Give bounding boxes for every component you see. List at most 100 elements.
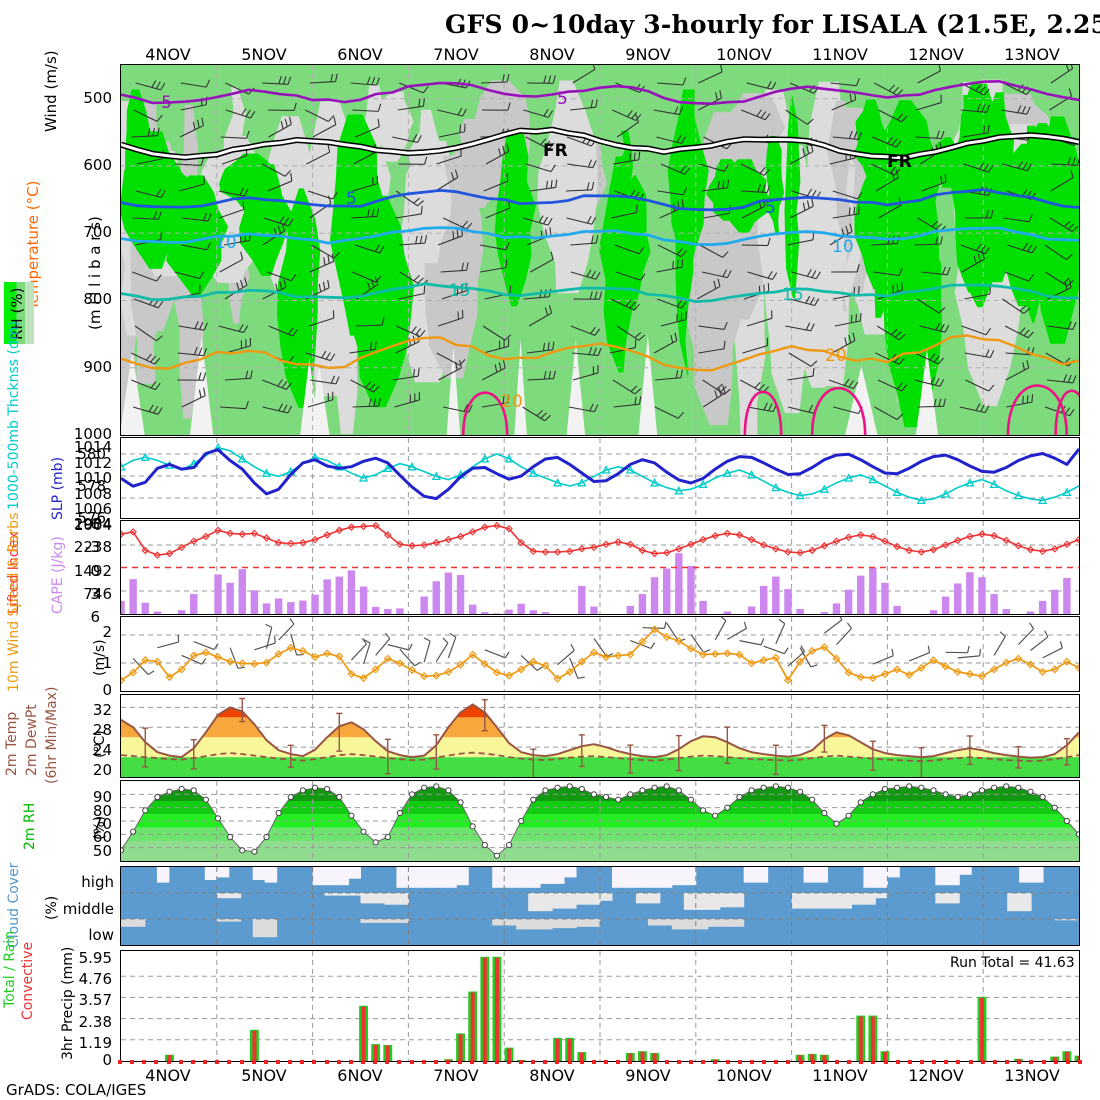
bottom-date-label: 6NOV (337, 1066, 383, 1085)
axis-minor-tick (920, 1060, 925, 1064)
cloud-middle-label: middle (62, 900, 114, 918)
lifted-index-ticks: -6 -3 0 3 6 (62, 515, 104, 626)
contour-label: 5 (765, 198, 776, 218)
axis-minor-tick (810, 1060, 815, 1064)
cloud-low-label: low (88, 926, 114, 944)
axis-minor-tick (142, 1060, 147, 1064)
top-date-label: 5NOV (241, 45, 287, 64)
axis-tick: 1004 (73, 515, 112, 534)
axis-tick: -6 (85, 515, 100, 533)
axis-minor-tick (737, 1060, 742, 1064)
axis-tick: 746 (83, 584, 112, 603)
axis-minor-tick (1029, 1060, 1034, 1064)
axis-minor-tick (239, 1060, 244, 1064)
axis-label-cloud-unit: (%) (44, 895, 60, 920)
run-total-label: Run Total = 41.63 (950, 955, 1075, 971)
wind10m-ticks: 2 1 0 (62, 616, 116, 699)
bottom-date-label: 8NOV (529, 1066, 575, 1085)
axis-minor-tick (956, 1060, 961, 1064)
axis-label-slp: SLP (mb) (50, 456, 66, 520)
axis-tick: 1.19 (78, 1033, 112, 1052)
axis-label-rh-unit: (%) (92, 815, 108, 840)
axis-tick: 1 (102, 654, 112, 673)
bottom-date-label: 4NOV (145, 1066, 191, 1085)
contour-label: 20 (501, 392, 523, 412)
axis-minor-tick (847, 1060, 852, 1064)
precip-panel (120, 950, 1080, 1062)
axis-tick: 4.76 (78, 970, 112, 989)
axis-minor-tick (604, 1060, 609, 1064)
axis-tick: 28 (92, 721, 112, 740)
axis-tick: 20 (92, 761, 112, 780)
axis-minor-tick (154, 1060, 159, 1064)
axis-minor-tick (640, 1060, 645, 1064)
axis-tick: 2984 (73, 515, 112, 533)
axis-minor-tick (555, 1060, 560, 1064)
axis-minor-tick (798, 1060, 803, 1064)
axis-minor-tick (531, 1060, 536, 1064)
axis-minor-tick (288, 1060, 293, 1064)
page-title: GFS 0~10day 3-hourly for LISALA (21.5E, … (445, 10, 1100, 39)
upper-air-panel: -5 5 5 5 10 10 15 15 20 20 FR FR (120, 64, 1080, 436)
axis-minor-tick (275, 1060, 280, 1064)
bottom-date-axis: 4NOV 5NOV 6NOV 7NOV 8NOV 9NOV 10NOV 11NOV 12NOV 1… (118, 1060, 1082, 1086)
rh-legend-swatch (4, 282, 34, 344)
axis-tick: 0 (102, 681, 112, 699)
axis-tick: 3 (90, 584, 100, 603)
axis-minor-tick (251, 1060, 256, 1064)
contour-label: 10 (832, 237, 854, 257)
axis-tick: 2238 (73, 538, 112, 557)
axis-minor-tick (725, 1060, 730, 1064)
axis-tick: 2.38 (78, 1012, 112, 1031)
axis-tick: 3.57 (78, 991, 112, 1010)
axis-minor-tick (907, 1060, 912, 1064)
contour-label: -5 (155, 93, 172, 113)
axis-minor-tick (470, 1060, 475, 1064)
axis-minor-tick (519, 1060, 523, 1064)
axis-minor-tick (543, 1060, 548, 1064)
top-date-label: 13NOV (1004, 45, 1060, 64)
temp2m-panel (120, 694, 1080, 778)
axis-minor-tick (458, 1060, 463, 1064)
axis-minor-tick (506, 1060, 511, 1064)
axis-minor-tick (822, 1060, 827, 1064)
axis-minor-tick (397, 1060, 402, 1064)
axis-tick: 70 (92, 815, 112, 833)
rh2m-ticks: 90 80 70 60 50 (62, 780, 116, 862)
axis-minor-tick (1078, 1060, 1082, 1064)
rh2m-panel (120, 780, 1080, 862)
axis-minor-tick (834, 1060, 839, 1064)
axis-minor-tick (130, 1060, 135, 1064)
axis-tick: 6 (90, 608, 100, 626)
axis-label-dewpt2m: 2m DewPt (24, 704, 40, 776)
axis-tick: 576 (77, 508, 106, 527)
bottom-date-label: 13NOV (1004, 1066, 1060, 1085)
axis-tick: 5.95 (78, 949, 112, 967)
precip-ticks: 5.95 4.76 3.57 2.38 1.19 0 (56, 949, 116, 1069)
axis-tick: 2 (102, 623, 112, 642)
axis-minor-tick (203, 1060, 208, 1064)
top-date-label: 8NOV (529, 45, 575, 64)
axis-minor-tick (859, 1060, 864, 1064)
axis-minor-tick (215, 1060, 220, 1064)
axis-minor-tick (178, 1060, 183, 1064)
cape-ticks: 2984 2238 1492 746 (56, 515, 116, 615)
axis-tick: 60 (92, 828, 112, 847)
axis-tick: 24 (92, 741, 112, 760)
axis-minor-tick (579, 1060, 584, 1064)
axis-minor-tick (118, 1060, 122, 1064)
axis-minor-tick (190, 1060, 195, 1064)
axis-minor-tick (1041, 1060, 1046, 1064)
axis-minor-tick (373, 1060, 378, 1064)
axis-minor-tick (701, 1060, 706, 1064)
axis-minor-tick (871, 1060, 876, 1064)
axis-minor-tick (616, 1060, 621, 1064)
axis-label-precip: 3hr Precip (mm) (60, 946, 76, 1060)
contour-label: 20 (825, 346, 847, 366)
contour-label: 5 (346, 189, 357, 209)
contour-label: 10 (215, 233, 237, 253)
axis-minor-tick (494, 1060, 499, 1064)
axis-minor-tick (895, 1060, 900, 1064)
axis-tick: 1014 (73, 438, 112, 457)
axis-minor-tick (227, 1060, 232, 1064)
